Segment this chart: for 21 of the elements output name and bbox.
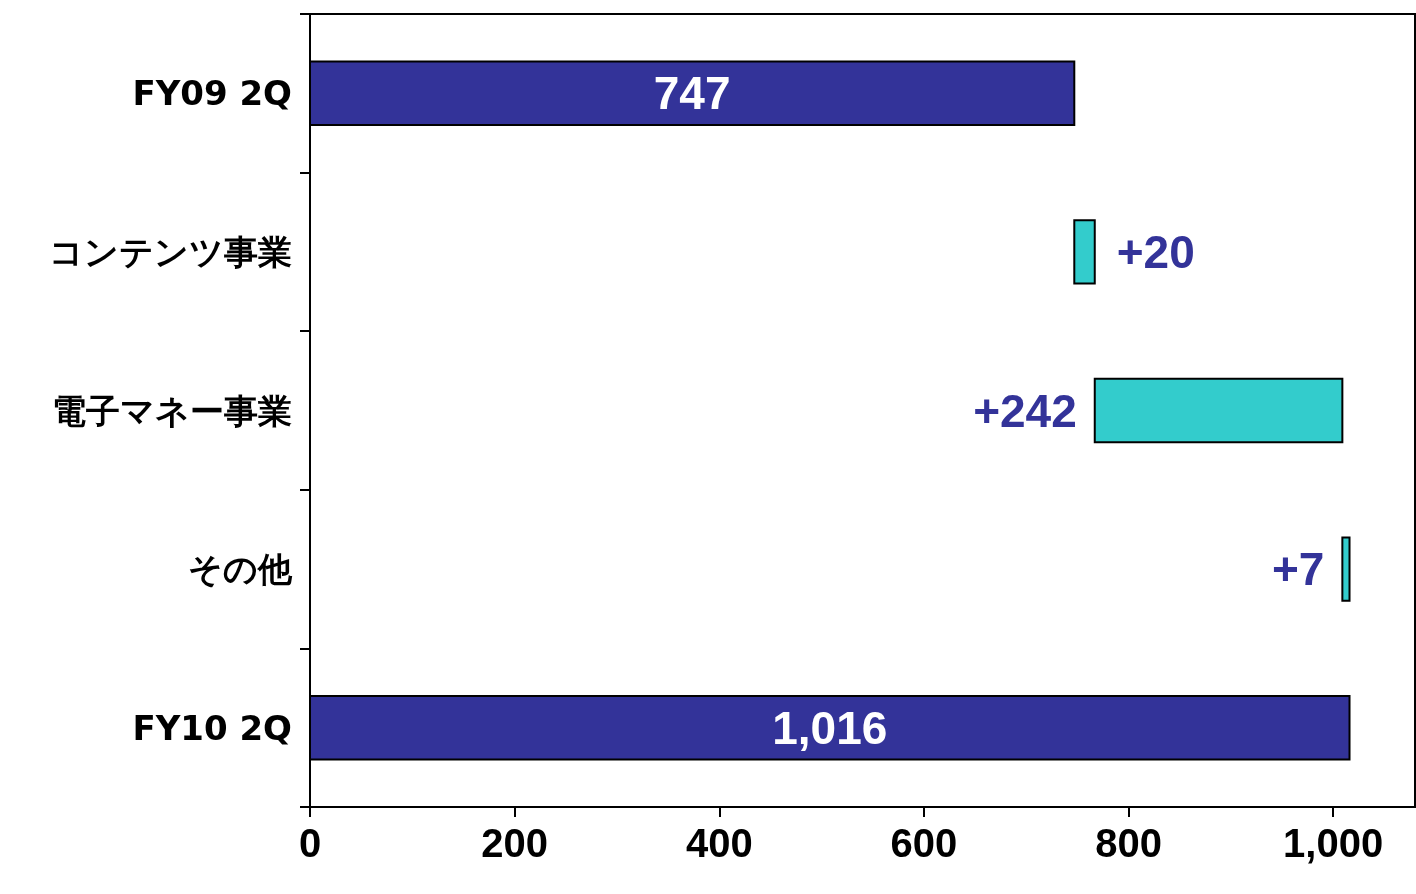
data-label: 1,016 — [772, 701, 888, 754]
data-label: +7 — [1271, 543, 1325, 596]
bar — [309, 694, 1351, 761]
x-tick-label: 800 — [1095, 821, 1162, 865]
x-tick-label: 400 — [685, 821, 753, 865]
x-tick-label: 200 — [481, 821, 548, 865]
y-tick-label: その他 — [188, 549, 293, 590]
bar — [1341, 536, 1351, 602]
y-tick-label: 電子マネー事業 — [52, 390, 292, 431]
bar — [309, 60, 1076, 127]
data-label: 747 — [653, 67, 731, 120]
data-label: +242 — [973, 384, 1077, 437]
bar — [1093, 377, 1344, 444]
y-tick-label: FY09 2Q — [132, 73, 292, 114]
x-tick-label: 1,000 — [1283, 821, 1384, 865]
data-label: +20 — [1116, 225, 1195, 278]
y-tick-label: FY10 2Q — [132, 707, 292, 748]
bar — [1073, 219, 1096, 285]
y-tick-label: コンテンツ事業 — [49, 231, 292, 272]
x-tick-label: 600 — [890, 821, 958, 865]
x-tick-label: 0 — [298, 821, 322, 865]
